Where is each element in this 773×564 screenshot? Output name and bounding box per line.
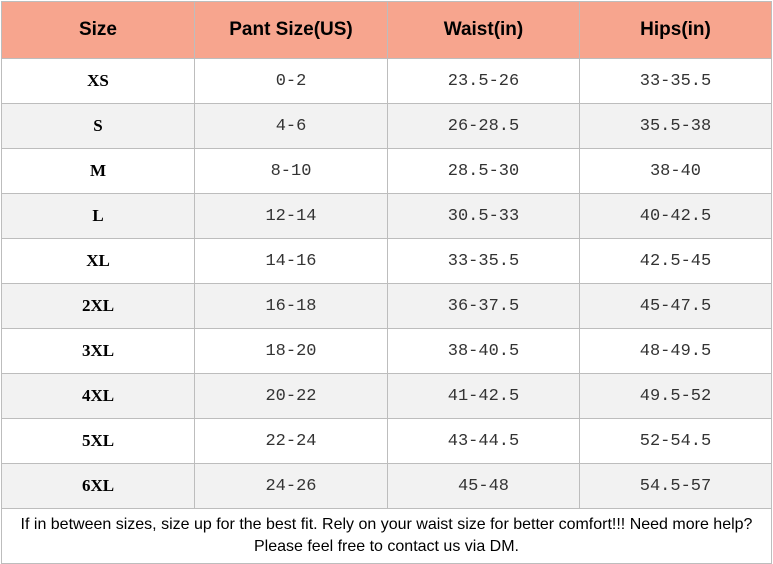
pant-size-cell: 18-20 — [194, 328, 388, 374]
size-cell: 6XL — [1, 463, 195, 509]
table-row: 4XL 20-22 41-42.5 49.5-52 — [1, 373, 772, 419]
hips-cell: 48-49.5 — [579, 328, 772, 374]
hips-cell: 38-40 — [579, 148, 772, 194]
size-cell: 3XL — [1, 328, 195, 374]
size-cell: 4XL — [1, 373, 195, 419]
hips-cell: 42.5-45 — [579, 238, 772, 284]
table-row: S 4-6 26-28.5 35.5-38 — [1, 103, 772, 149]
size-cell: XL — [1, 238, 195, 284]
table-row: XL 14-16 33-35.5 42.5-45 — [1, 238, 772, 284]
size-cell: 2XL — [1, 283, 195, 329]
pant-size-cell: 20-22 — [194, 373, 388, 419]
pant-size-cell: 0-2 — [194, 58, 388, 104]
hips-cell: 45-47.5 — [579, 283, 772, 329]
pant-size-cell: 4-6 — [194, 103, 388, 149]
waist-cell: 45-48 — [387, 463, 580, 509]
waist-cell: 33-35.5 — [387, 238, 580, 284]
hips-cell: 52-54.5 — [579, 418, 772, 464]
column-header-waist: Waist(in) — [387, 1, 580, 59]
size-cell: XS — [1, 58, 195, 104]
pant-size-cell: 22-24 — [194, 418, 388, 464]
table-row: 2XL 16-18 36-37.5 45-47.5 — [1, 283, 772, 329]
pant-size-cell: 16-18 — [194, 283, 388, 329]
hips-cell: 33-35.5 — [579, 58, 772, 104]
header-row: Size Pant Size(US) Waist(in) Hips(in) — [1, 1, 772, 59]
size-cell: 5XL — [1, 418, 195, 464]
size-cell: L — [1, 193, 195, 239]
footnote-text: If in between sizes, size up for the bes… — [1, 508, 772, 564]
hips-cell: 54.5-57 — [579, 463, 772, 509]
waist-cell: 28.5-30 — [387, 148, 580, 194]
waist-cell: 38-40.5 — [387, 328, 580, 374]
footnote-row: If in between sizes, size up for the bes… — [1, 508, 772, 564]
pant-size-cell: 12-14 — [194, 193, 388, 239]
table-row: 3XL 18-20 38-40.5 48-49.5 — [1, 328, 772, 374]
pant-size-cell: 8-10 — [194, 148, 388, 194]
hips-cell: 40-42.5 — [579, 193, 772, 239]
waist-cell: 26-28.5 — [387, 103, 580, 149]
table-row: M 8-10 28.5-30 38-40 — [1, 148, 772, 194]
waist-cell: 30.5-33 — [387, 193, 580, 239]
table-row: XS 0-2 23.5-26 33-35.5 — [1, 58, 772, 104]
waist-cell: 43-44.5 — [387, 418, 580, 464]
pant-size-cell: 14-16 — [194, 238, 388, 284]
column-header-pant-size: Pant Size(US) — [194, 1, 388, 59]
size-cell: S — [1, 103, 195, 149]
column-header-hips: Hips(in) — [579, 1, 772, 59]
table-row: 5XL 22-24 43-44.5 52-54.5 — [1, 418, 772, 464]
size-cell: M — [1, 148, 195, 194]
table-row: 6XL 24-26 45-48 54.5-57 — [1, 463, 772, 509]
hips-cell: 49.5-52 — [579, 373, 772, 419]
waist-cell: 36-37.5 — [387, 283, 580, 329]
hips-cell: 35.5-38 — [579, 103, 772, 149]
pant-size-cell: 24-26 — [194, 463, 388, 509]
waist-cell: 23.5-26 — [387, 58, 580, 104]
waist-cell: 41-42.5 — [387, 373, 580, 419]
table-row: L 12-14 30.5-33 40-42.5 — [1, 193, 772, 239]
column-header-size: Size — [1, 1, 195, 59]
